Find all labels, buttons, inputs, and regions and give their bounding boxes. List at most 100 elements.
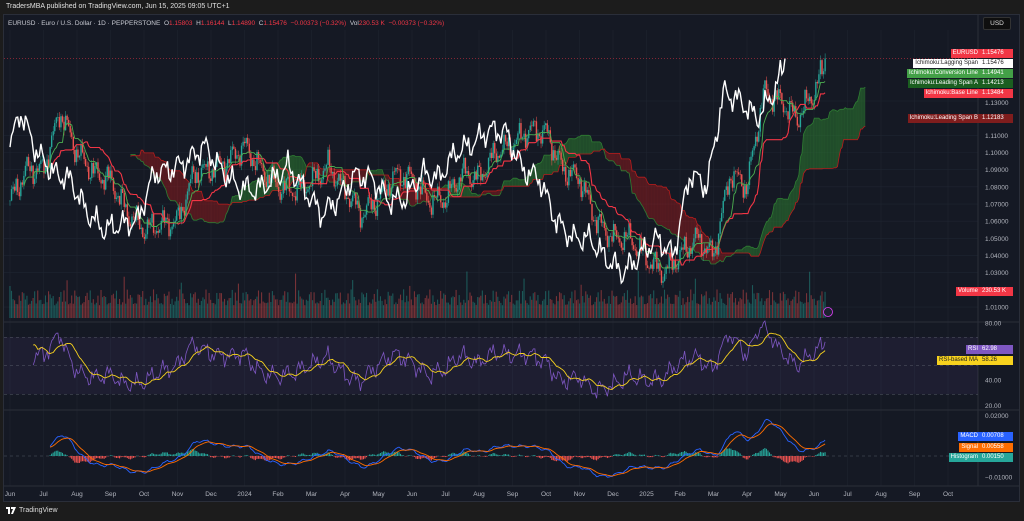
candle-body xyxy=(279,191,281,200)
volume-bar xyxy=(525,300,527,318)
cloud-segment xyxy=(165,161,168,196)
cloud-segment xyxy=(548,155,551,175)
macd-histogram-bar xyxy=(804,456,806,458)
tag-value: 0.00708 xyxy=(980,432,1013,441)
symbol-title[interactable]: EURUSD · Euro / U.S. Dollar · 1D · PEPPE… xyxy=(8,20,161,27)
macd-histogram-bar xyxy=(282,456,284,458)
cloud-segment xyxy=(206,200,208,223)
candle-body xyxy=(350,201,352,208)
macd-histogram-bar xyxy=(634,454,636,456)
time-axis-label: Sep xyxy=(105,491,117,498)
volume-bar xyxy=(741,299,743,318)
volume-bar xyxy=(586,294,588,318)
cloud-segment xyxy=(386,174,389,181)
cloud-segment xyxy=(846,108,849,140)
candle-body xyxy=(389,184,391,196)
volume-bar xyxy=(812,299,814,318)
macd-histogram-bar xyxy=(74,456,76,463)
macd-histogram-bar xyxy=(415,456,417,459)
volume-bar xyxy=(731,292,733,318)
candle-body xyxy=(44,166,47,174)
macd-histogram-bar xyxy=(449,454,451,456)
candle-body xyxy=(628,223,630,236)
cloud-segment xyxy=(576,136,579,157)
volume-bar xyxy=(572,303,574,318)
chart-frame[interactable] xyxy=(3,14,1020,502)
volume-bar xyxy=(707,303,709,318)
macd-histogram-bar xyxy=(332,454,334,456)
candle-body xyxy=(216,157,218,167)
cloud-segment xyxy=(860,88,863,130)
candle-body xyxy=(552,150,555,161)
macd-histogram-bar xyxy=(566,456,568,462)
cloud-segment xyxy=(758,239,761,257)
volume-bar xyxy=(789,305,791,318)
macd-histogram-bar xyxy=(310,454,312,456)
candle-body xyxy=(138,220,141,230)
cloud-segment xyxy=(198,191,200,220)
volume-bar xyxy=(359,302,361,318)
volume-bar xyxy=(582,296,584,318)
cloud-segment xyxy=(811,123,813,169)
volume-bar xyxy=(182,293,184,318)
cloud-segment xyxy=(295,156,298,180)
tradingview-footer[interactable]: TradingView xyxy=(6,507,58,514)
volume-bar xyxy=(639,297,641,318)
volume-bar xyxy=(443,293,445,318)
candle-body xyxy=(162,210,164,221)
volume-bar xyxy=(228,298,230,318)
candle-body xyxy=(617,237,619,239)
volume-bar xyxy=(332,299,334,318)
candle-body xyxy=(205,164,207,167)
candle-body xyxy=(460,177,462,182)
candle-body xyxy=(683,236,686,250)
volume-bar xyxy=(545,291,547,318)
candle-body xyxy=(91,162,93,179)
candle-body xyxy=(453,179,456,189)
time-axis-label: Jun xyxy=(407,491,418,498)
cloud-segment xyxy=(721,253,724,262)
candle-body xyxy=(575,167,578,179)
volume-bar xyxy=(398,298,400,318)
cloud-segment xyxy=(402,188,404,200)
volume-bar xyxy=(143,305,145,318)
cloud-segment xyxy=(565,141,568,166)
volume-bar xyxy=(768,290,771,318)
volume-bar xyxy=(458,295,460,318)
candle-body xyxy=(492,142,494,159)
tag-value: 1.15476 xyxy=(980,59,1013,68)
macd-histogram-bar xyxy=(57,450,59,456)
candle-body xyxy=(23,175,25,185)
cloud-segment xyxy=(483,190,486,195)
currency-button[interactable]: USD xyxy=(983,17,1011,30)
candle-body xyxy=(665,266,667,274)
candle-body xyxy=(464,157,467,174)
cloud-segment xyxy=(204,200,207,222)
volume-bar xyxy=(571,291,573,318)
volume-bar xyxy=(108,303,110,318)
cloud-segment xyxy=(253,180,256,201)
candle-body xyxy=(384,180,386,190)
macd-histogram-bar xyxy=(608,456,610,458)
volume-bar xyxy=(205,289,207,318)
macd-histogram-bar xyxy=(395,451,397,456)
cloud-segment xyxy=(743,247,745,254)
candle-body xyxy=(600,214,602,223)
macd-histogram-bar xyxy=(245,455,247,456)
candle-body xyxy=(651,264,653,269)
macd-histogram-bar xyxy=(719,454,721,456)
candle-body xyxy=(413,177,416,183)
cloud-segment xyxy=(141,150,143,162)
cloud-segment xyxy=(372,170,375,175)
macd-histogram-bar xyxy=(302,453,304,456)
candle-body xyxy=(788,101,791,120)
macd-histogram-bar xyxy=(123,456,125,458)
volume-bar xyxy=(186,303,189,318)
cloud-segment xyxy=(598,141,600,152)
volume-bar xyxy=(450,297,453,318)
cloud-segment xyxy=(845,107,847,140)
macd-histogram-bar xyxy=(594,456,596,460)
macd-histogram-bar xyxy=(483,456,485,457)
volume-bar xyxy=(321,293,323,318)
